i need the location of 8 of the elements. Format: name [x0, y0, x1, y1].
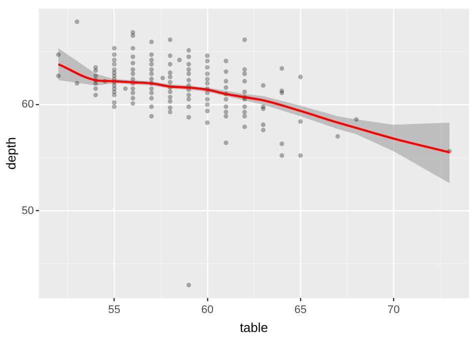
x-tick-label: 70	[387, 304, 400, 316]
y-tick-label: 50	[22, 204, 34, 217]
x-tick-label: 55	[108, 304, 120, 316]
line-series	[57, 63, 451, 154]
x-tick-label: 65	[294, 304, 307, 316]
y-axis-title: depth	[3, 137, 18, 170]
x-tick-label: 60	[201, 304, 214, 316]
x-axis-title: table	[240, 320, 268, 335]
